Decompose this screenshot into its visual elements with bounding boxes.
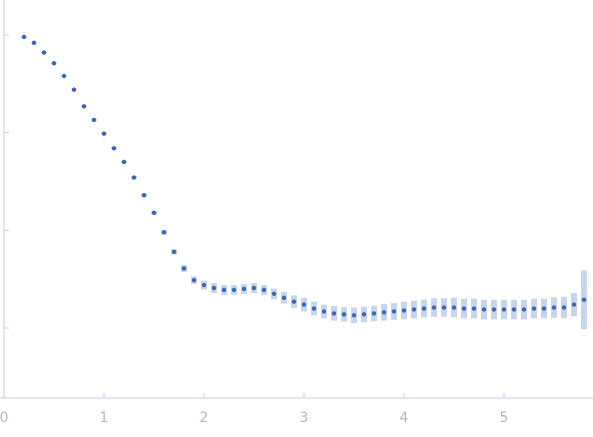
data-point (251, 285, 257, 291)
data-point (361, 312, 367, 317)
data-point (501, 307, 507, 312)
data-point (311, 306, 317, 311)
data-point (71, 87, 77, 92)
data-point (321, 309, 327, 314)
data-point (371, 311, 377, 316)
data-point (531, 306, 537, 311)
data-point (151, 210, 157, 215)
data-point (61, 73, 67, 79)
data-point (571, 302, 577, 307)
data-point (111, 146, 117, 151)
data-point (241, 286, 247, 292)
data-point (291, 299, 297, 304)
data-point (301, 302, 307, 307)
data-point (581, 297, 587, 302)
data-point (281, 295, 287, 300)
data-point (421, 306, 427, 311)
data-point (411, 307, 417, 312)
data-point (561, 305, 567, 310)
data-point (431, 305, 437, 310)
data-point (221, 287, 227, 293)
data-point (51, 61, 57, 66)
data-point (521, 307, 527, 312)
data-point (21, 34, 27, 40)
x-tick-label: 5 (500, 410, 509, 426)
data-point (231, 287, 237, 293)
data-point (341, 312, 347, 317)
data-point (161, 230, 167, 235)
data-point (511, 307, 517, 312)
x-tick-label: 1 (100, 410, 109, 426)
data-point (381, 310, 387, 315)
data-point (121, 159, 127, 165)
data-point (541, 306, 547, 311)
data-point (481, 307, 487, 312)
data-point (201, 282, 207, 288)
data-point (191, 277, 197, 283)
data-point (31, 40, 37, 45)
data-point (131, 175, 137, 180)
data-point (81, 104, 87, 109)
data-point (331, 311, 337, 316)
data-point (461, 306, 467, 311)
x-tick-label: 2 (200, 410, 209, 426)
data-point (351, 313, 357, 318)
data-point (551, 305, 557, 310)
data-point (171, 249, 177, 255)
x-tick-label: 3 (300, 410, 309, 426)
data-point (441, 305, 447, 310)
x-tick-label: 0 (0, 410, 8, 426)
data-point (391, 309, 397, 314)
data-point (491, 307, 497, 312)
data-point (91, 117, 97, 123)
x-tick-label: 4 (400, 410, 409, 426)
data-point (211, 285, 217, 291)
data-point (261, 287, 267, 293)
data-point (471, 306, 477, 311)
data-point (181, 266, 187, 271)
data-point (101, 131, 107, 136)
data-point (451, 305, 457, 310)
data-point (271, 291, 277, 297)
data-point (41, 50, 47, 55)
data-point (401, 308, 407, 313)
data-point (141, 192, 147, 198)
